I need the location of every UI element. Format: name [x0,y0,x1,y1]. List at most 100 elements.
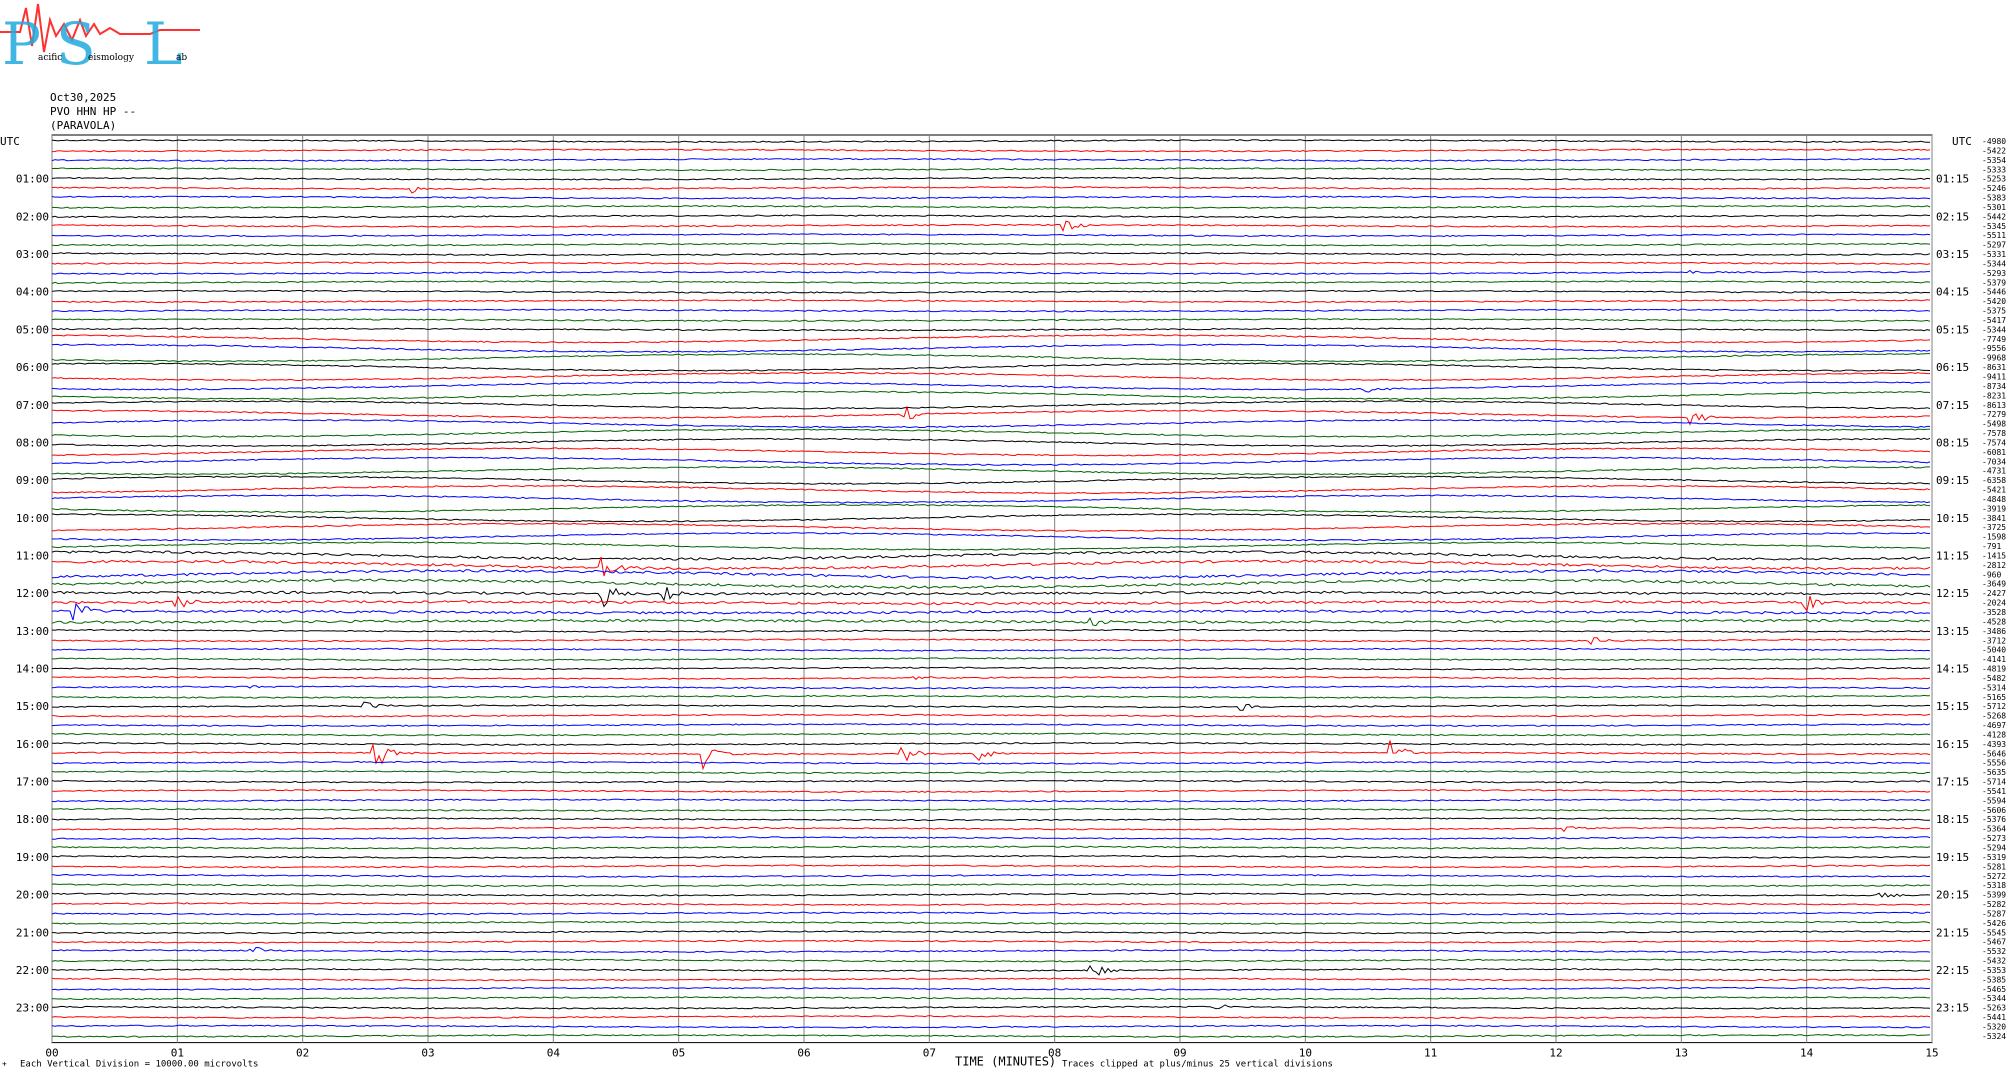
x-axis-title: TIME (MINUTES) [955,1055,1056,1069]
footer-clip-note: Traces clipped at plus/minus 25 vertical… [1062,1060,1333,1070]
trace-offset-90: -5465 [1982,985,2006,994]
trace-offset-79: -5318 [1982,881,2006,890]
right-hour-label-1: 02:15 [1936,210,1969,223]
trace-39 [51,503,1931,513]
left-hour-label-4: 05:00 [16,323,49,336]
trace-offset-91: -5344 [1982,994,2006,1003]
left-hour-label-22: 23:00 [16,1002,49,1015]
trace-offset-31: -7578 [1982,429,2006,438]
trace-offset-94: -5320 [1982,1022,2006,1031]
trace-18 [51,308,1931,313]
trace-11 [51,242,1931,247]
trace-offset-10: -5511 [1982,231,2006,240]
trace-offset-74: -5273 [1982,834,2006,843]
trace-offset-85: -5467 [1982,938,2006,947]
left-axis-title: UTC [0,135,20,148]
left-hour-label-1: 02:00 [16,210,49,223]
trace-offset-29: -7279 [1982,410,2006,419]
trace-offset-20: -5344 [1982,325,2006,334]
trace-offset-58: -5314 [1982,683,2006,692]
trace-offset-28: -8613 [1982,401,2006,410]
trace-14 [51,269,1930,275]
trace-83 [51,920,1931,925]
trace-offset-73: -5364 [1982,825,2006,834]
left-hour-label-12: 13:00 [16,625,49,638]
right-hour-label-14: 15:15 [1936,700,1969,713]
trace-offset-48: -2427 [1982,589,2006,598]
trace-offset-69: -5541 [1982,787,2006,796]
trace-95 [52,1034,1931,1038]
trace-34 [51,456,1931,466]
trace-offset-92: -5263 [1982,1004,2006,1013]
trace-73 [52,826,1931,833]
header-date: Oct30,2025 [50,91,117,104]
trace-51 [51,617,1931,627]
trace-offset-14: -5293 [1982,269,2006,278]
trace-20 [52,327,1931,332]
trace-offset-8: -5442 [1982,212,2006,221]
trace-offset-59: -5165 [1982,693,2006,702]
x-tick-06: 06 [797,1047,810,1060]
trace-offset-50: -3528 [1982,608,2006,617]
trace-28 [51,400,1931,410]
trace-offset-82: -5287 [1982,909,2006,918]
x-tick-13: 13 [1675,1047,1688,1060]
trace-16 [51,289,1930,294]
trace-21 [51,334,1931,344]
trace-offset-46: -960 [1982,570,2001,579]
trace-offset-26: -8734 [1982,382,2006,391]
trace-offset-83: -5426 [1982,919,2006,928]
trace-49 [51,595,1931,612]
trace-offset-2: -5354 [1982,156,2006,165]
trace-90 [51,986,1931,991]
trace-58 [51,685,1931,690]
trace-offset-17: -5420 [1982,297,2006,306]
trace-70 [51,798,1931,803]
plot-frame [51,134,1933,1044]
trace-35 [51,466,1930,476]
trace-offset-51: -4528 [1982,617,2006,626]
trace-offset-43: -791 [1982,542,2001,551]
trace-offset-49: -2024 [1982,599,2006,608]
trace-offset-37: -5421 [1982,486,2006,495]
trace-62 [51,723,1931,727]
trace-offset-30: -5498 [1982,420,2006,429]
x-tick-15: 15 [1925,1047,1938,1060]
trace-offset-57: -5482 [1982,674,2006,683]
trace-2 [51,157,1931,162]
trace-offset-56: -4819 [1982,665,2006,674]
trace-60 [52,701,1931,711]
right-hour-label-22: 23:15 [1936,1002,1969,1015]
trace-offset-77: -5281 [1982,862,2006,871]
trace-9 [51,220,1930,233]
right-hour-label-7: 08:15 [1936,436,1969,449]
trace-1 [51,148,1931,153]
left-hour-label-10: 11:00 [16,549,49,562]
trace-81 [51,902,1930,906]
x-tick-01: 01 [171,1047,184,1060]
x-tick-08: 08 [1048,1047,1061,1060]
trace-19 [51,318,1931,322]
right-hour-label-19: 20:15 [1936,889,1969,902]
trace-offset-45: -2812 [1982,561,2006,570]
trace-50 [51,602,1931,621]
x-tick-07: 07 [923,1047,936,1060]
trace-offset-22: -9556 [1982,344,2006,353]
trace-75 [51,845,1931,850]
right-hour-label-9: 10:15 [1936,512,1969,525]
trace-92 [52,1004,1931,1010]
trace-offset-89: -5385 [1982,975,2006,984]
trace-41 [51,522,1931,532]
left-hour-label-5: 06:00 [16,361,49,374]
trace-offset-54: -5040 [1982,646,2006,655]
trace-6 [51,195,1931,200]
trace-offset-55: -4141 [1982,655,2006,664]
x-tick-02: 02 [296,1047,309,1060]
trace-38 [51,494,1931,504]
trace-offset-95: -5324 [1982,1032,2006,1041]
psl-logo: P S L acific eismology ab [0,3,200,72]
trace-offset-23: -9968 [1982,354,2006,363]
header-station: PVO HHN HP -- [50,105,137,118]
trace-88 [51,965,1931,976]
left-hour-label-8: 09:00 [16,474,49,487]
